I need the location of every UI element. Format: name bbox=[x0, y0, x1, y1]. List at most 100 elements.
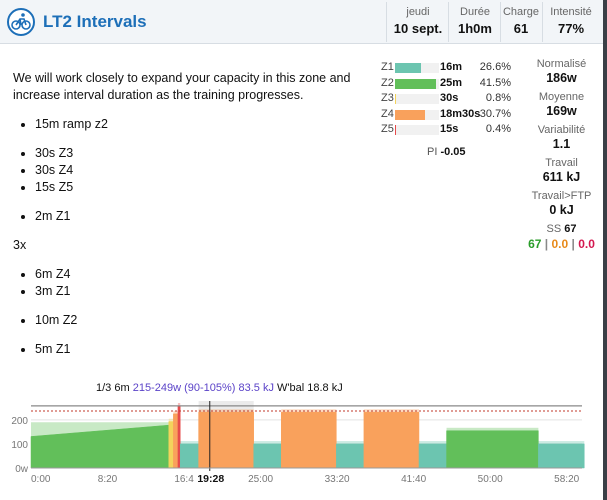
list-item: 15m ramp z2 bbox=[35, 116, 353, 133]
interval-index: 1/3 bbox=[96, 382, 112, 394]
pi-label: PI bbox=[427, 146, 438, 158]
x-tick-label: 8:20 bbox=[98, 474, 118, 485]
step-list: 2m Z1 bbox=[13, 208, 353, 225]
metric-work-ftp: Travail>FTP 0 kJ bbox=[520, 190, 603, 217]
list-item: 10m Z2 bbox=[35, 312, 353, 329]
stat-load: Charge 61 bbox=[501, 6, 541, 36]
power-segment bbox=[198, 411, 254, 469]
header-divider bbox=[542, 2, 543, 42]
zone-time: 18m30s bbox=[440, 107, 481, 120]
zone-bar-fill bbox=[395, 94, 396, 104]
workout-header: LT2 Intervals jeudi 10 sept. Durée 1h0m … bbox=[0, 0, 603, 44]
step-list: 10m Z2 bbox=[13, 312, 353, 329]
zone-percent: 26.6% bbox=[479, 61, 511, 73]
metric-label: Moyenne bbox=[538, 91, 585, 103]
zone-bar-fill bbox=[395, 78, 436, 89]
zone-time: 30s bbox=[440, 92, 459, 104]
metric-work: Travail 611 kJ bbox=[520, 157, 603, 184]
power-segment bbox=[363, 411, 420, 469]
list-item: 5m Z1 bbox=[35, 341, 353, 358]
x-tick-label: 0:00 bbox=[31, 474, 51, 485]
list-item: 15s Z5 bbox=[35, 179, 353, 196]
x-tick-label: 25:00 bbox=[248, 474, 273, 485]
power-chart[interactable]: 0w 100 200 0:00 8:20 16:4 25:00 33:20 41:40 50:00… bbox=[0, 395, 603, 500]
metric-value: 186w bbox=[546, 71, 577, 85]
step-list: 6m Z4 3m Z1 bbox=[13, 266, 353, 300]
cursor-time-label: 19:28 bbox=[197, 473, 224, 485]
power-segment bbox=[173, 413, 179, 469]
metric-value: 169w bbox=[546, 104, 577, 118]
y-tick-label: 0w bbox=[15, 464, 29, 475]
cursor-time-bg bbox=[195, 471, 226, 485]
cycling-icon bbox=[7, 8, 35, 36]
metric-average: Moyenne 169w bbox=[520, 91, 603, 118]
power-segment bbox=[280, 411, 337, 469]
zone-label: Z4 bbox=[381, 107, 394, 120]
zone-bar-fill bbox=[395, 125, 396, 135]
zone-bar bbox=[395, 109, 439, 120]
metric-variability: Variabilité 1.1 bbox=[520, 124, 603, 151]
stat-date-label: jeudi bbox=[406, 6, 430, 18]
metric-normalized: Normalisé 186w bbox=[520, 58, 603, 85]
metrics-column: Normalisé 186w Moyenne 169w Variabilité … bbox=[520, 58, 603, 259]
interval-work: 83.5 kJ bbox=[238, 382, 274, 394]
list-item: 3m Z1 bbox=[35, 283, 353, 300]
power-segment bbox=[168, 421, 174, 469]
zone-percent: 0.8% bbox=[485, 92, 511, 104]
ss-breakdown: 67 | 0.0 | 0.0 bbox=[528, 237, 595, 251]
ss-part: 67 bbox=[528, 237, 542, 251]
metric-ss: SS 67 67 | 0.0 | 0.0 bbox=[520, 223, 603, 253]
power-segment bbox=[179, 443, 199, 469]
x-tick-label: 41:40 bbox=[401, 474, 426, 485]
zone-time: 16m bbox=[440, 61, 463, 73]
stat-intensity-label: Intensité bbox=[550, 6, 592, 18]
zone-distribution: Z1 16m 26.6% Z2 25m 41.5% Z3 30s 0.8% Z4… bbox=[381, 61, 511, 139]
zone-row: Z1 16m 26.6% bbox=[381, 61, 511, 77]
metric-label: Travail bbox=[545, 157, 578, 169]
zone-label: Z5 bbox=[381, 123, 394, 135]
description-intro: We will work closely to expand your capa… bbox=[13, 71, 351, 102]
zone-label: Z1 bbox=[381, 61, 394, 73]
metric-label: Normalisé bbox=[536, 58, 587, 70]
zone-bar bbox=[395, 94, 439, 104]
stat-intensity: Intensité 77% bbox=[546, 6, 596, 36]
repeat-label: 3x bbox=[13, 238, 27, 252]
zone-label: Z3 bbox=[381, 92, 394, 104]
header-divider bbox=[386, 2, 387, 42]
stat-duration-label: Durée bbox=[460, 6, 490, 18]
stat-load-value: 61 bbox=[513, 21, 529, 36]
stat-date: jeudi 10 sept. bbox=[393, 6, 443, 36]
stat-load-label: Charge bbox=[502, 6, 540, 18]
header-divider bbox=[448, 2, 449, 42]
zone-bar bbox=[395, 125, 439, 135]
stat-duration: Durée 1h0m bbox=[450, 6, 500, 36]
ss-value: 67 bbox=[564, 223, 577, 235]
zone-bar-fill bbox=[395, 109, 426, 120]
stat-date-value: 10 sept. bbox=[393, 21, 443, 36]
zone-bar bbox=[395, 78, 439, 89]
power-segment bbox=[177, 405, 181, 469]
metric-label: Variabilité bbox=[537, 124, 586, 136]
list-item: 30s Z3 bbox=[35, 145, 353, 162]
list-item: 6m Z4 bbox=[35, 266, 353, 283]
metric-label: Travail>FTP bbox=[531, 190, 592, 202]
workout-title: LT2 Intervals bbox=[43, 12, 147, 31]
workout-description: We will work closely to expand your capa… bbox=[13, 70, 353, 358]
zone-row: Z4 18m30s 30.7% bbox=[381, 108, 511, 124]
zone-time: 15s bbox=[440, 123, 459, 135]
zone-time: 25m bbox=[440, 76, 463, 89]
list-item: 2m Z1 bbox=[35, 208, 353, 225]
x-tick-label: 50:00 bbox=[478, 474, 503, 485]
zone-row: Z3 30s 0.8% bbox=[381, 92, 511, 108]
metric-value: 1.1 bbox=[552, 137, 571, 151]
stat-intensity-value: 77% bbox=[557, 21, 585, 36]
scrollbar[interactable] bbox=[603, 0, 607, 500]
interval-info: 1/3 6m 215-249w (90-105%) 83.5 kJ W'bal … bbox=[96, 382, 343, 394]
zone-percent: 30.7% bbox=[479, 107, 511, 120]
zone-row: Z2 25m 41.5% bbox=[381, 77, 511, 93]
zone-percent: 0.4% bbox=[485, 123, 511, 135]
power-segment bbox=[446, 430, 539, 469]
power-segment bbox=[253, 443, 282, 469]
power-segment bbox=[538, 443, 585, 469]
x-tick-label: 58:20 bbox=[554, 474, 579, 485]
